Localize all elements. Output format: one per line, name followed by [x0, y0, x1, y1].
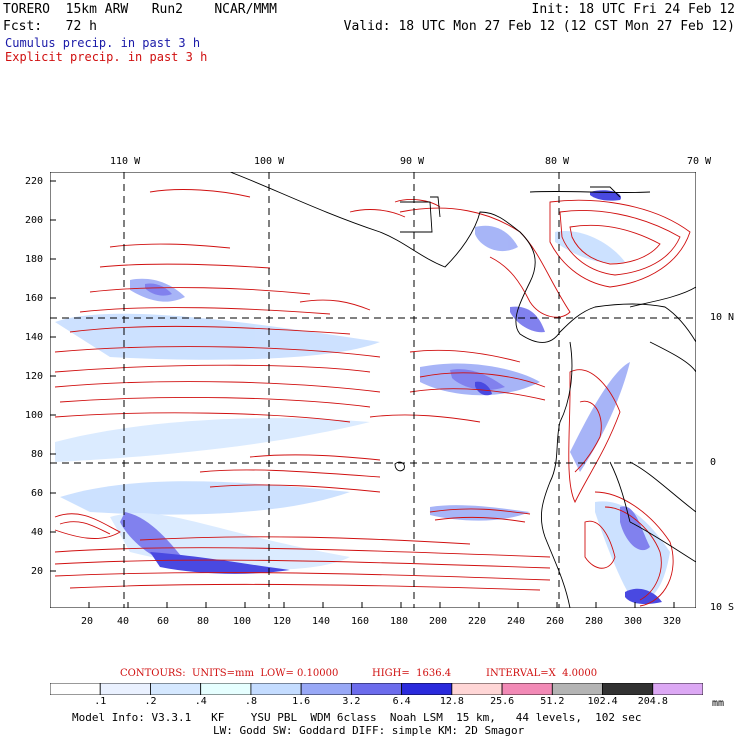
x-tick-label: 220	[468, 616, 487, 627]
color-bar-swatch	[350, 683, 403, 695]
color-bar-swatch	[250, 683, 302, 695]
x-tick-label: 240	[507, 616, 526, 627]
contour-units-label: CONTOURS: UNITS=mm LOW= 0.10000	[120, 668, 339, 679]
y-tick-label: 200	[25, 215, 44, 226]
lat-label-0: 0	[710, 457, 717, 468]
x-tick-label: 280	[585, 616, 604, 627]
lon-label-80w: 80 W	[545, 156, 570, 167]
x-tick-label: 300	[624, 616, 643, 627]
color-bar-threshold: 3.2	[342, 696, 361, 707]
lon-label-70w: 70 W	[687, 156, 712, 167]
color-bar-threshold: .1	[94, 696, 107, 707]
precip-map	[50, 172, 696, 608]
y-tick-label: 20	[31, 566, 44, 577]
color-bar-threshold: 12.8	[439, 696, 464, 707]
color-bar-threshold: .2	[144, 696, 157, 707]
y-tick-label: 180	[25, 254, 44, 265]
y-tick-label: 100	[25, 410, 44, 421]
x-tick-label: 120	[273, 616, 292, 627]
x-tick-label: 260	[546, 616, 565, 627]
lat-lon-grid	[50, 172, 696, 608]
init-time: Init: 18 UTC Fri 24 Feb 12	[531, 2, 736, 17]
lon-label-110w: 110 W	[110, 156, 141, 167]
model-info-line1: Model Info: V3.3.1 KF YSU PBL WDM 6class…	[72, 711, 642, 724]
color-bar-swatch	[300, 683, 352, 695]
model-title: TORERO 15km ARW Run2 NCAR/MMM	[3, 2, 277, 17]
color-bar-swatch	[99, 683, 151, 695]
color-bar-swatch	[50, 683, 101, 695]
color-bar-swatch	[602, 683, 654, 695]
color-bar-threshold: 204.8	[637, 696, 668, 707]
x-tick-label: 40	[117, 616, 130, 627]
color-bar-threshold: .4	[194, 696, 207, 707]
color-bar-threshold: 1.6	[292, 696, 311, 707]
axis-ticks	[50, 180, 675, 608]
coastlines	[229, 172, 696, 608]
explicit-precip-label: Explicit precip. in past 3 h	[5, 50, 208, 64]
x-tick-label: 180	[390, 616, 409, 627]
contour-high-label: HIGH= 1636.4	[372, 668, 452, 679]
color-bar	[50, 683, 703, 695]
lat-label-10s: 10 S	[710, 602, 735, 613]
y-tick-label: 140	[25, 332, 44, 343]
color-bar-swatch	[451, 683, 503, 695]
y-tick-label: 220	[25, 176, 44, 187]
color-bar-unit: mm	[712, 698, 725, 709]
x-tick-label: 160	[351, 616, 370, 627]
valid-time: Valid: 18 UTC Mon 27 Feb 12 (12 CST Mon …	[343, 19, 735, 34]
x-tick-label: 100	[233, 616, 252, 627]
x-tick-label: 80	[197, 616, 210, 627]
forecast-hour: Fcst: 72 h	[3, 19, 97, 34]
color-bar-threshold: 6.4	[392, 696, 411, 707]
x-tick-label: 140	[312, 616, 331, 627]
x-tick-label: 200	[429, 616, 448, 627]
y-tick-label: 80	[31, 449, 44, 460]
y-tick-label: 60	[31, 488, 44, 499]
color-bar-swatch	[200, 683, 252, 695]
y-tick-label: 40	[31, 527, 44, 538]
color-bar-threshold: 102.4	[587, 696, 618, 707]
model-info-line2: LW: Godd SW: Goddard DIFF: simple KM: 2D…	[213, 724, 525, 737]
explicit-contours	[54, 189, 691, 607]
cumulus-shading	[55, 190, 670, 605]
color-bar-swatch	[501, 683, 553, 695]
contour-interval-label: INTERVAL=X 4.0000	[486, 668, 598, 679]
lon-label-100w: 100 W	[254, 156, 285, 167]
x-tick-label: 60	[157, 616, 170, 627]
color-bar-swatch	[401, 683, 453, 695]
color-bar-threshold: 51.2	[540, 696, 565, 707]
color-bar-swatch	[652, 683, 703, 695]
x-tick-label: 20	[81, 616, 94, 627]
lat-label-10n: 10 N	[710, 312, 735, 323]
y-tick-label: 160	[25, 293, 44, 304]
x-tick-label: 320	[663, 616, 682, 627]
color-bar-threshold: 25.6	[490, 696, 515, 707]
color-bar-swatch	[551, 683, 603, 695]
cumulus-precip-label: Cumulus precip. in past 3 h	[5, 36, 201, 50]
lon-label-90w: 90 W	[400, 156, 425, 167]
color-bar-swatch	[150, 683, 202, 695]
y-tick-label: 120	[25, 371, 44, 382]
color-bar-threshold: .8	[244, 696, 257, 707]
